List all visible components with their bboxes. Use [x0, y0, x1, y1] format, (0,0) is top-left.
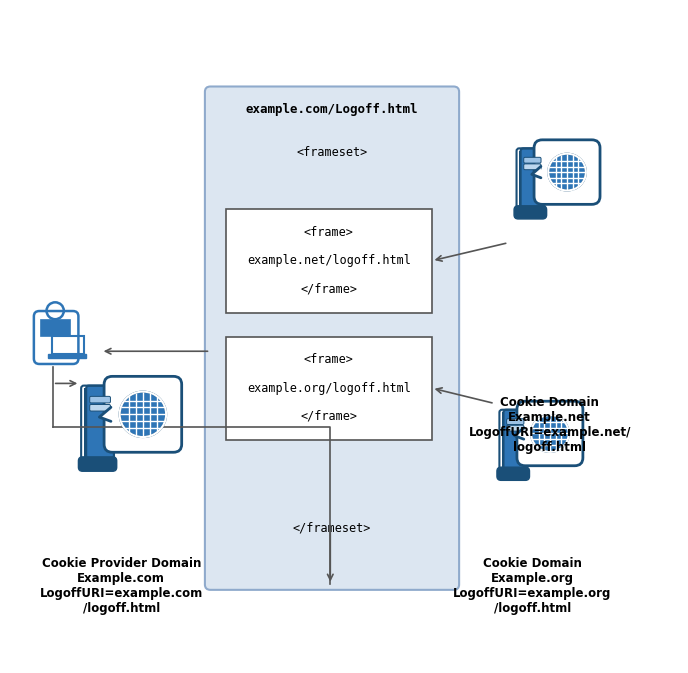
- FancyBboxPatch shape: [524, 164, 541, 170]
- FancyBboxPatch shape: [534, 140, 600, 205]
- FancyBboxPatch shape: [226, 209, 431, 313]
- FancyBboxPatch shape: [519, 151, 524, 211]
- Text: Cookie Domain
Example.org
LogoffURI=example.org
/logoff.html: Cookie Domain Example.org LogoffURI=exam…: [453, 557, 612, 614]
- Circle shape: [120, 392, 166, 437]
- FancyBboxPatch shape: [502, 413, 506, 472]
- Polygon shape: [99, 407, 111, 421]
- FancyBboxPatch shape: [514, 206, 547, 219]
- Text: </frame>: </frame>: [301, 410, 358, 423]
- Text: example.com/Logoff.html: example.com/Logoff.html: [246, 104, 418, 116]
- Text: <frame>: <frame>: [304, 226, 354, 239]
- Text: <frameset>: <frameset>: [296, 145, 367, 159]
- FancyBboxPatch shape: [506, 419, 524, 425]
- FancyBboxPatch shape: [506, 425, 524, 431]
- Polygon shape: [532, 166, 541, 178]
- FancyBboxPatch shape: [86, 386, 114, 465]
- Text: Cookie Domain
Example.net
LogoffURI=example.net/
logoff.html: Cookie Domain Example.net LogoffURI=exam…: [469, 396, 631, 454]
- Polygon shape: [515, 428, 524, 439]
- Circle shape: [47, 302, 64, 319]
- FancyBboxPatch shape: [226, 336, 431, 440]
- FancyBboxPatch shape: [84, 388, 89, 462]
- Text: </frameset>: </frameset>: [292, 521, 371, 534]
- FancyBboxPatch shape: [504, 410, 527, 475]
- FancyBboxPatch shape: [497, 467, 530, 481]
- Text: Cookie Provider Domain
Example.com
LogoffURI=example.com
/logoff.html: Cookie Provider Domain Example.com Logof…: [40, 557, 203, 614]
- Circle shape: [548, 153, 586, 190]
- Text: example.org/logoff.html: example.org/logoff.html: [247, 382, 411, 394]
- Polygon shape: [48, 354, 87, 357]
- Polygon shape: [41, 320, 69, 336]
- Text: <frame>: <frame>: [304, 353, 354, 367]
- FancyBboxPatch shape: [517, 401, 583, 466]
- FancyBboxPatch shape: [205, 87, 459, 590]
- Polygon shape: [52, 336, 84, 354]
- FancyBboxPatch shape: [78, 457, 117, 471]
- FancyBboxPatch shape: [524, 157, 541, 163]
- Circle shape: [531, 415, 569, 452]
- Text: </frame>: </frame>: [301, 283, 358, 295]
- FancyBboxPatch shape: [89, 404, 111, 411]
- FancyBboxPatch shape: [521, 148, 544, 213]
- FancyBboxPatch shape: [104, 376, 182, 452]
- Text: example.net/logoff.html: example.net/logoff.html: [247, 254, 411, 267]
- FancyBboxPatch shape: [89, 396, 111, 403]
